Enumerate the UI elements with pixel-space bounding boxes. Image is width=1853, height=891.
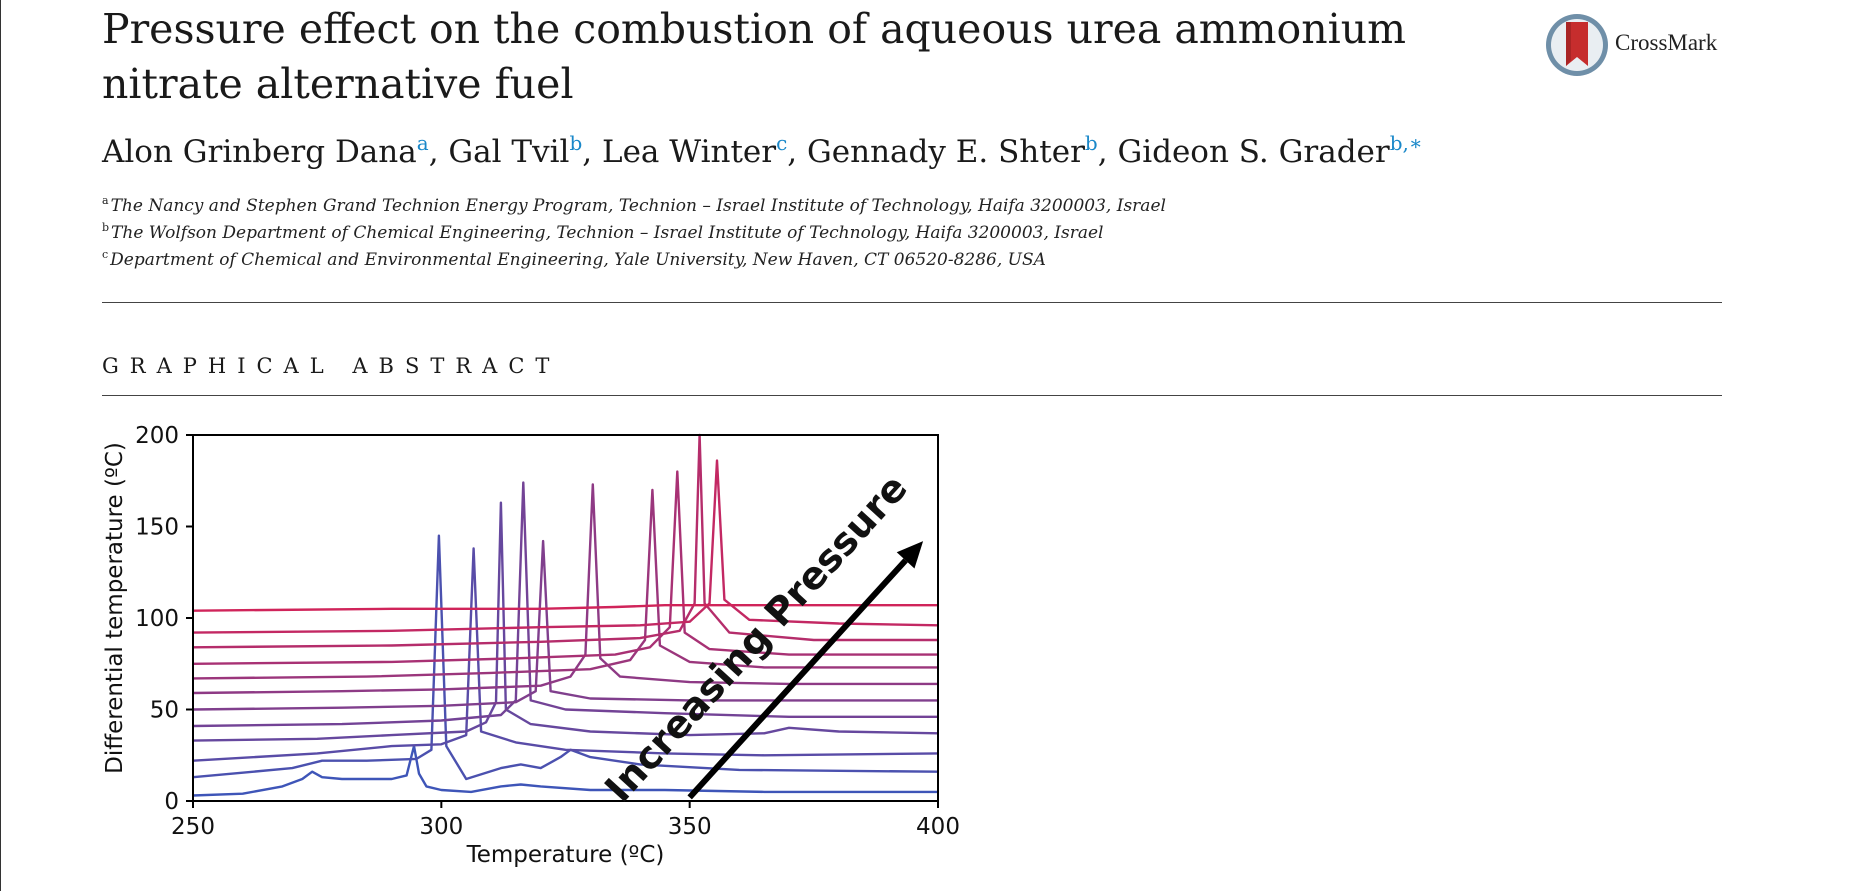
- series-line: [192, 470, 938, 665]
- author-separator: ,: [582, 134, 602, 170]
- author-separator: ,: [428, 134, 449, 170]
- crossmark-label: CrossMark: [1615, 30, 1718, 55]
- arrow-shaft: [687, 558, 908, 800]
- author-affil-link[interactable]: c: [776, 131, 788, 155]
- series-line: [192, 481, 938, 728]
- x-tick-label: 250: [171, 814, 215, 840]
- author-affil-link[interactable]: b: [569, 131, 583, 155]
- author-list: Alon Grinberg Danaa, Gal Tvilb, Lea Wint…: [102, 131, 1423, 170]
- page-left-edge: [0, 0, 1, 891]
- series-line: [192, 539, 938, 711]
- y-tick-label: 100: [135, 606, 179, 632]
- affiliation-b: b The Wolfson Department of Chemical Engi…: [102, 221, 1104, 243]
- header-divider: [102, 302, 1722, 303]
- affiliation-marker: a: [102, 194, 109, 207]
- series-line: [192, 547, 939, 762]
- y-axis-label: Differential temperature (ºC): [102, 442, 128, 774]
- x-tick-label: 300: [419, 814, 463, 840]
- section-heading: GRAPHICAL ABSTRACT: [102, 354, 561, 378]
- affiliation-text: Department of Chemical and Environmental…: [110, 250, 1046, 270]
- author-name: Gideon S. Grader: [1117, 134, 1390, 170]
- pressure-arrow: [687, 541, 924, 800]
- y-tick-label: 50: [150, 698, 179, 724]
- author-name: Alon Grinberg Dana: [102, 134, 417, 170]
- ticks-layer: 250 300 350 400 0 50 100 150 200: [135, 423, 960, 840]
- series-line: [192, 488, 938, 680]
- affiliation-a: a The Nancy and Stephen Grand Technion En…: [102, 194, 1166, 216]
- arrow-head: [896, 541, 924, 569]
- crossmark-icon: [1546, 14, 1608, 76]
- affiliation-marker: b: [102, 221, 110, 234]
- affiliation-text: The Wolfson Department of Chemical Engin…: [111, 223, 1104, 243]
- y-tick-label: 150: [135, 515, 179, 541]
- author-name: Lea Winter: [601, 134, 777, 170]
- x-tick-label: 400: [916, 814, 960, 840]
- series-line: [192, 744, 938, 797]
- x-axis-label: Temperature (ºC): [466, 842, 665, 868]
- author-separator: ,: [1097, 134, 1118, 170]
- author-affil-link[interactable]: b: [1084, 131, 1098, 155]
- y-tick-label: 200: [135, 423, 179, 449]
- series-line: [192, 534, 939, 781]
- author-affil-link[interactable]: a: [416, 131, 429, 155]
- author-name: Gal Tvil: [448, 134, 570, 170]
- crossmark-badge[interactable]: CrossMark: [1544, 12, 1734, 78]
- author-separator: ,: [787, 134, 807, 170]
- plot-frame: [192, 434, 939, 802]
- series-line: [192, 483, 938, 695]
- paper-title: Pressure effect on the combustion of aqu…: [102, 5, 1407, 108]
- x-tick-label: 350: [668, 814, 712, 840]
- affiliation-text: The Nancy and Stephen Grand Technion Ene…: [110, 196, 1166, 216]
- series-layer: [192, 433, 939, 797]
- affiliation-marker: c: [102, 248, 109, 261]
- series-line: [192, 433, 938, 649]
- author-affil-link[interactable]: b,∗: [1389, 131, 1423, 155]
- section-divider: [102, 395, 1722, 396]
- series-line: [192, 604, 938, 612]
- author-name: Gennady E. Shter: [807, 134, 1085, 170]
- affiliation-c: c Department of Chemical and Environmenta…: [102, 248, 1046, 270]
- y-tick-label: 0: [164, 789, 179, 815]
- series-line: [192, 459, 939, 634]
